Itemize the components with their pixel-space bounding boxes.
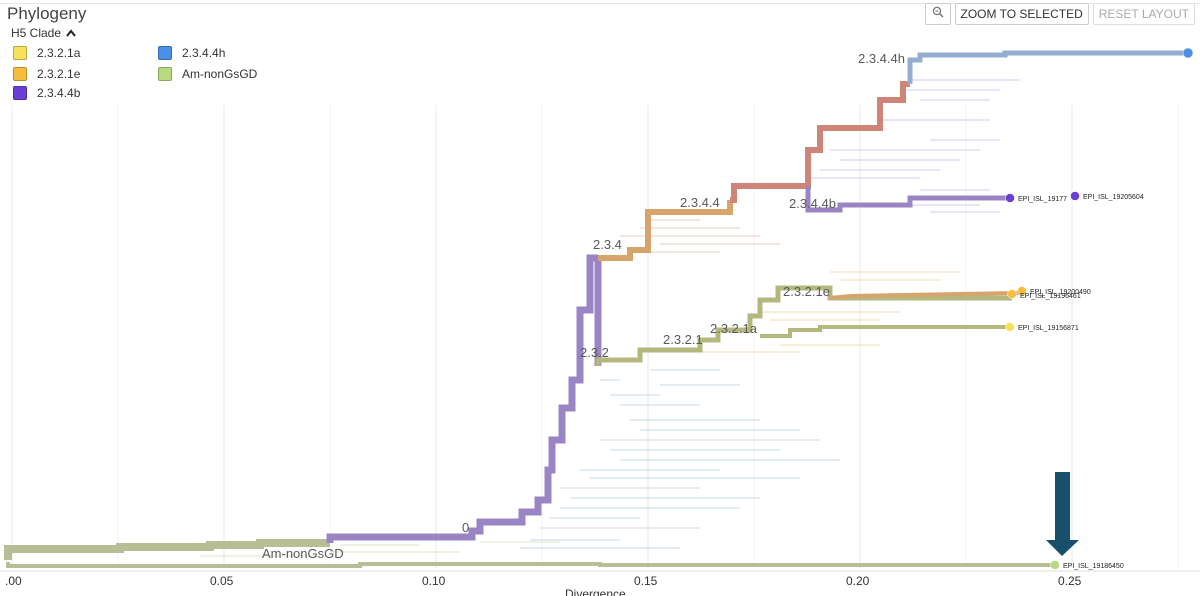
grid-lines <box>11 105 1179 568</box>
tip-label: EPI_ISL_19196461 <box>1020 293 1081 300</box>
tip-node[interactable] <box>1070 191 1080 201</box>
tip-label: EPI_ISL_19205604 <box>1083 194 1144 201</box>
branch-backbone <box>326 254 598 543</box>
tip-node[interactable] <box>1005 322 1015 332</box>
tip-node[interactable] <box>1182 47 1194 59</box>
clade-label: 0 <box>462 520 469 535</box>
tip-node[interactable] <box>1007 289 1017 299</box>
axis-tick-label: 0.10 <box>422 574 446 588</box>
legend-item[interactable]: 2.3.2.1a <box>13 45 80 61</box>
axis-tick-label: 0.25 <box>1058 574 1082 588</box>
tip-node[interactable] <box>1005 193 1015 203</box>
clade-label: 2.3.2 <box>580 345 609 360</box>
zoom-to-selected-button[interactable]: ZOOM TO SELECTED <box>954 3 1089 25</box>
arrow-head <box>1046 540 1079 556</box>
tip-node[interactable] <box>1017 286 1027 296</box>
branch-amnon-tip <box>6 562 1055 568</box>
panel-title: Phylogeny <box>7 4 87 23</box>
legend-heading[interactable]: H5 Clade <box>11 26 77 40</box>
minor-branches <box>200 79 1020 557</box>
clade-label: 2.3.2.1e <box>783 284 830 299</box>
tip-label: EPI_ISL_19200490 <box>1030 289 1091 296</box>
branch-2.3.2 <box>595 285 1012 366</box>
branch-2.3.2.1e <box>829 291 1021 300</box>
axis-tick-label: 0.15 <box>634 574 658 588</box>
chevron-up-icon <box>66 29 77 37</box>
branch-2.3.4 <box>598 200 733 261</box>
branch-amnon-root <box>4 539 330 560</box>
axis-title: Divergence <box>565 587 626 596</box>
legend-item[interactable]: 2.3.4.4h <box>158 45 225 61</box>
clade-label: 2.3.4.4 <box>680 195 720 210</box>
tip-label: EPI_ISL_19186450 <box>1063 563 1124 570</box>
legend: 2.3.2.1a 2.3.2.1e 2.3.4.4b 2.3.4.4h Am-n… <box>13 45 313 105</box>
legend-label: Am-nonGsGD <box>182 67 258 81</box>
legend-heading-text: H5 Clade <box>11 26 62 40</box>
panel-top-border <box>0 3 1200 4</box>
legend-swatch <box>13 46 27 60</box>
clade-label: 2.3.2.1a <box>710 321 758 336</box>
legend-label: 2.3.4.4b <box>37 86 81 100</box>
toolbar: ZOOM TO SELECTED RESET LAYOUT <box>924 3 1195 25</box>
legend-swatch <box>13 67 27 81</box>
clade-label: 2.3.4.4b <box>789 196 836 211</box>
legend-swatch <box>13 86 27 100</box>
clade-label: 2.3.4 <box>593 237 622 252</box>
branch-2.3.4.4h <box>907 50 1188 84</box>
legend-label: 2.3.4.4h <box>182 46 226 60</box>
x-axis: .00 0.05 0.10 0.15 0.20 0.25 Divergence <box>0 570 1200 596</box>
arrow-shaft <box>1055 472 1070 542</box>
clade-label: 2.3.4.4h <box>858 51 905 66</box>
legend-label: 2.3.2.1e <box>37 67 81 81</box>
tree-branches <box>4 50 1188 568</box>
axis-tick-label: 0.05 <box>210 574 234 588</box>
legend-swatch <box>158 46 172 60</box>
legend-item[interactable]: Am-nonGsGD <box>158 66 257 82</box>
tip-labels: EPI_ISL_19177 EPI_ISL_19205604 EPI_ISL_1… <box>1018 194 1144 570</box>
tip-nodes <box>1005 47 1194 570</box>
magnifier-icon <box>932 6 944 18</box>
clade-labels: 2.3.4.4h 2.3.4.4 2.3.4.4b 2.3.4 2.3.2.1e… <box>262 51 905 561</box>
legend-swatch <box>158 67 172 81</box>
branch-2.3.2.1a <box>760 325 1010 338</box>
branch-2.3.4.4 <box>730 81 910 203</box>
zoom-button[interactable] <box>924 3 951 25</box>
annotation-arrow <box>1046 472 1079 556</box>
clade-label: Am-nonGsGD <box>262 546 344 561</box>
tip-label: EPI_ISL_19177 <box>1018 196 1067 203</box>
axis-tick-label: 0.20 <box>846 574 870 588</box>
legend-item[interactable]: 2.3.2.1e <box>13 66 80 82</box>
tip-node[interactable] <box>1050 560 1060 570</box>
legend-label: 2.3.2.1a <box>37 46 81 60</box>
reset-layout-button[interactable]: RESET LAYOUT <box>1092 3 1195 25</box>
clade-label: 2.3.2.1 <box>663 332 703 347</box>
legend-item[interactable]: 2.3.4.4b <box>13 85 80 101</box>
axis-tick-label: .00 <box>5 574 22 588</box>
tip-label: EPI_ISL_19156871 <box>1018 325 1079 332</box>
branch-2.3.4.4b <box>805 186 1010 213</box>
